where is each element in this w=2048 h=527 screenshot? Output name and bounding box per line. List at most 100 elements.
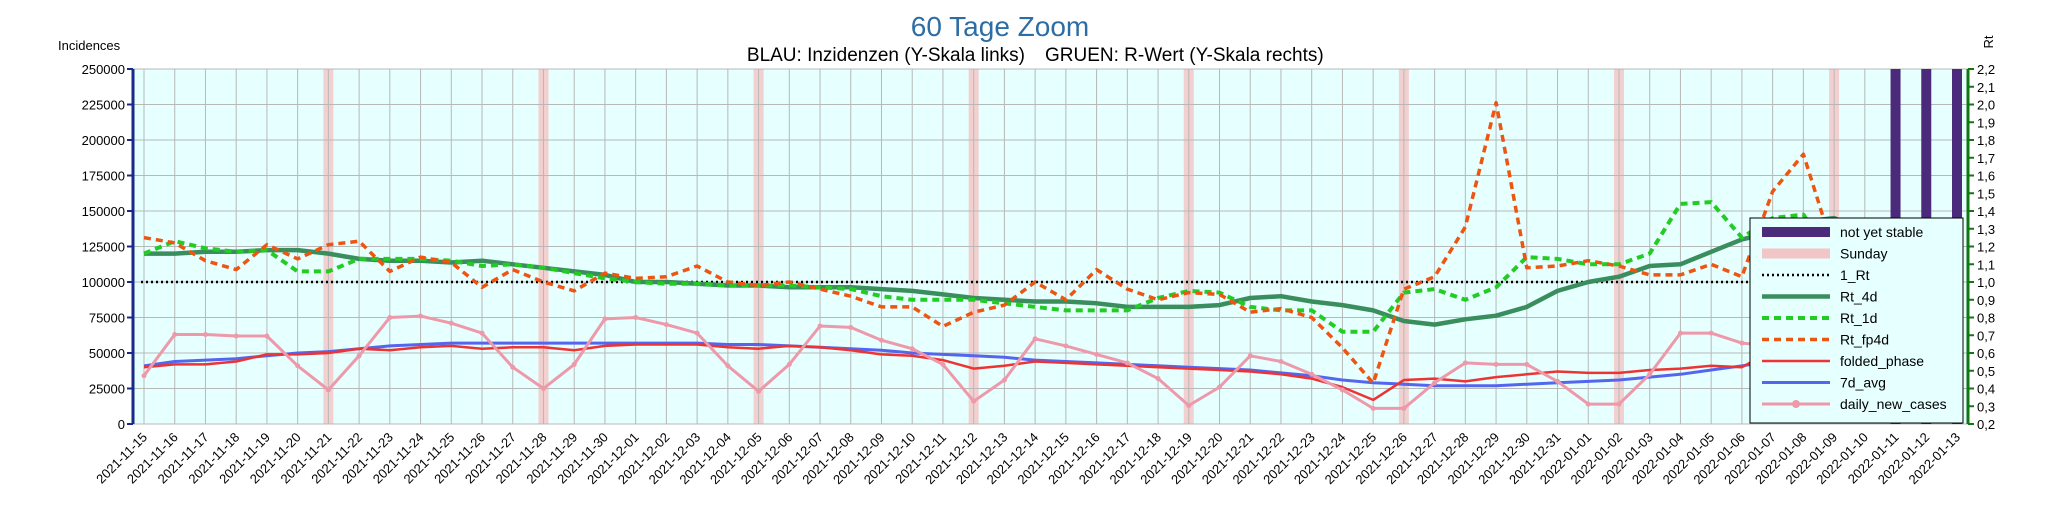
- legend-marker-daily-new-cases: [1792, 400, 1800, 408]
- series-point-daily-new-cases: [971, 398, 977, 404]
- y-axis-left-label: Incidences: [58, 38, 121, 53]
- series-point-daily-new-cases: [172, 332, 178, 338]
- legend-label-folded-phase: folded_phase: [1840, 353, 1924, 369]
- legend-label-daily-new-cases: daily_new_cases: [1840, 396, 1947, 412]
- legend-label-7d-avg: 7d_avg: [1840, 375, 1886, 391]
- series-point-daily-new-cases: [1124, 360, 1130, 366]
- y-tick-left-label: 25000: [89, 382, 125, 397]
- series-line-Rt-fp4d: [143, 100, 1959, 385]
- series-point-daily-new-cases: [479, 330, 485, 336]
- y-tick-right-label: 1,4: [1977, 204, 1995, 219]
- y-tick-left-label: 250000: [82, 62, 125, 77]
- y-tick-right-label: 0,2: [1977, 417, 1995, 432]
- series-point-daily-new-cases: [694, 330, 700, 336]
- series-point-daily-new-cases: [295, 363, 301, 369]
- y-axis-right-label: Rt: [1981, 35, 1996, 48]
- series-point-daily-new-cases: [1462, 360, 1468, 366]
- series-point-daily-new-cases: [1063, 343, 1069, 349]
- y-tick-right-label: 0,9: [1977, 293, 1995, 308]
- series-point-daily-new-cases: [1370, 405, 1376, 411]
- y-tick-right-label: 0,4: [1977, 382, 1995, 397]
- series-point-daily-new-cases: [878, 337, 884, 343]
- y-tick-right-label: 1,8: [1977, 133, 1995, 148]
- y-tick-right-label: 1,6: [1977, 169, 1995, 184]
- series-point-daily-new-cases: [1493, 361, 1499, 367]
- series-point-daily-new-cases: [633, 315, 639, 320]
- series-point-daily-new-cases: [786, 361, 792, 367]
- legend-swatch-Sunday: [1762, 248, 1830, 259]
- series-point-daily-new-cases: [1401, 405, 1407, 411]
- y-tick-right-label: 1,0: [1977, 275, 1995, 290]
- series-point-daily-new-cases: [663, 322, 669, 328]
- series-point-daily-new-cases: [264, 333, 270, 339]
- y-tick-right-label: 0,8: [1977, 311, 1995, 326]
- legend-label-1-Rt: 1_Rt: [1840, 267, 1870, 283]
- y-tick-right-label: 0,3: [1977, 399, 1995, 414]
- y-tick-left-label: 200000: [82, 133, 125, 148]
- legend-label-Sunday: Sunday: [1840, 246, 1887, 262]
- legend-swatch-not-yet-stable: [1762, 227, 1830, 237]
- chart-subtitle-left: BLAU: Inzidenzen (Y-Skala links): [747, 45, 1025, 66]
- series-point-daily-new-cases: [418, 313, 424, 319]
- series-point-daily-new-cases: [1739, 340, 1745, 346]
- series-point-daily-new-cases: [725, 363, 731, 369]
- series-point-daily-new-cases: [356, 353, 362, 359]
- series-point-daily-new-cases: [1585, 401, 1591, 407]
- series-point-daily-new-cases: [1278, 359, 1284, 365]
- series-point-daily-new-cases: [1032, 336, 1038, 342]
- series-point-daily-new-cases: [1708, 330, 1714, 336]
- series-point-daily-new-cases: [141, 373, 147, 379]
- y-tick-right-label: 1,9: [1977, 115, 1995, 130]
- series-point-daily-new-cases: [1094, 351, 1100, 357]
- series-point-daily-new-cases: [448, 320, 454, 326]
- series-point-daily-new-cases: [1647, 371, 1653, 377]
- series-point-daily-new-cases: [1217, 384, 1223, 390]
- y-tick-right-label: 2,2: [1977, 62, 1995, 77]
- legend: not yet stable Sunday 1_Rt Rt_4d Rt_1d Rt_fp4…: [1749, 217, 1964, 424]
- y-tick-right-label: 1,5: [1977, 186, 1995, 201]
- series-point-daily-new-cases: [1524, 361, 1530, 367]
- series-point-daily-new-cases: [1432, 380, 1438, 386]
- series-point-daily-new-cases: [510, 364, 516, 370]
- series-point-daily-new-cases: [540, 386, 546, 391]
- y-tick-right-label: 1,7: [1977, 151, 1995, 166]
- legend-label-not-yet-stable: not yet stable: [1840, 224, 1923, 240]
- series-point-daily-new-cases: [940, 361, 946, 367]
- series-point-daily-new-cases: [1339, 387, 1345, 393]
- series-line-daily-new-cases: [142, 306, 1959, 410]
- y-tick-left-label: 225000: [82, 98, 125, 113]
- y-tick-right-label: 1,1: [1977, 257, 1995, 272]
- series-point-daily-new-cases: [817, 323, 823, 329]
- y-tick-left-label: 175000: [82, 169, 125, 184]
- series-point-daily-new-cases: [1616, 401, 1622, 407]
- series-point-daily-new-cases: [848, 324, 854, 330]
- y-tick-left-label: 100000: [82, 275, 125, 290]
- legend-label-Rt-1d: Rt_1d: [1840, 310, 1877, 326]
- series-point-daily-new-cases: [756, 388, 762, 394]
- y-tick-right-label: 0,7: [1977, 328, 1995, 343]
- y-tick-right-label: 0,5: [1977, 364, 1995, 379]
- y-tick-left-label: 50000: [89, 346, 125, 361]
- plot-area: 0 25000 50000 75000 100000 125000 150000 175000…: [82, 62, 1995, 487]
- series-point-daily-new-cases: [1001, 377, 1007, 383]
- y-tick-left-label: 125000: [82, 240, 125, 255]
- series-point-daily-new-cases: [202, 332, 208, 338]
- series-line-7d-avg: [143, 341, 1958, 388]
- series-point-daily-new-cases: [909, 346, 915, 352]
- chart-title: 60 Tage Zoom: [911, 11, 1090, 42]
- series-point-daily-new-cases: [233, 333, 239, 339]
- series-point-daily-new-cases: [1677, 330, 1683, 336]
- y-tick-left-label: 150000: [82, 204, 125, 219]
- series-point-daily-new-cases: [1247, 353, 1253, 359]
- legend-label-Rt-4d: Rt_4d: [1840, 289, 1877, 305]
- legend-label-Rt-fp4d: Rt_fp4d: [1840, 332, 1889, 348]
- series-point-daily-new-cases: [387, 315, 393, 320]
- y-tick-right-label: 1,2: [1977, 240, 1995, 255]
- series-point-daily-new-cases: [1555, 378, 1561, 384]
- y-tick-right-label: 0,6: [1977, 346, 1995, 361]
- series-point-daily-new-cases: [1155, 376, 1161, 382]
- y-tick-left-label: 75000: [89, 311, 125, 326]
- series-point-daily-new-cases: [571, 361, 577, 367]
- y-tick-right-label: 2,0: [1977, 98, 1995, 113]
